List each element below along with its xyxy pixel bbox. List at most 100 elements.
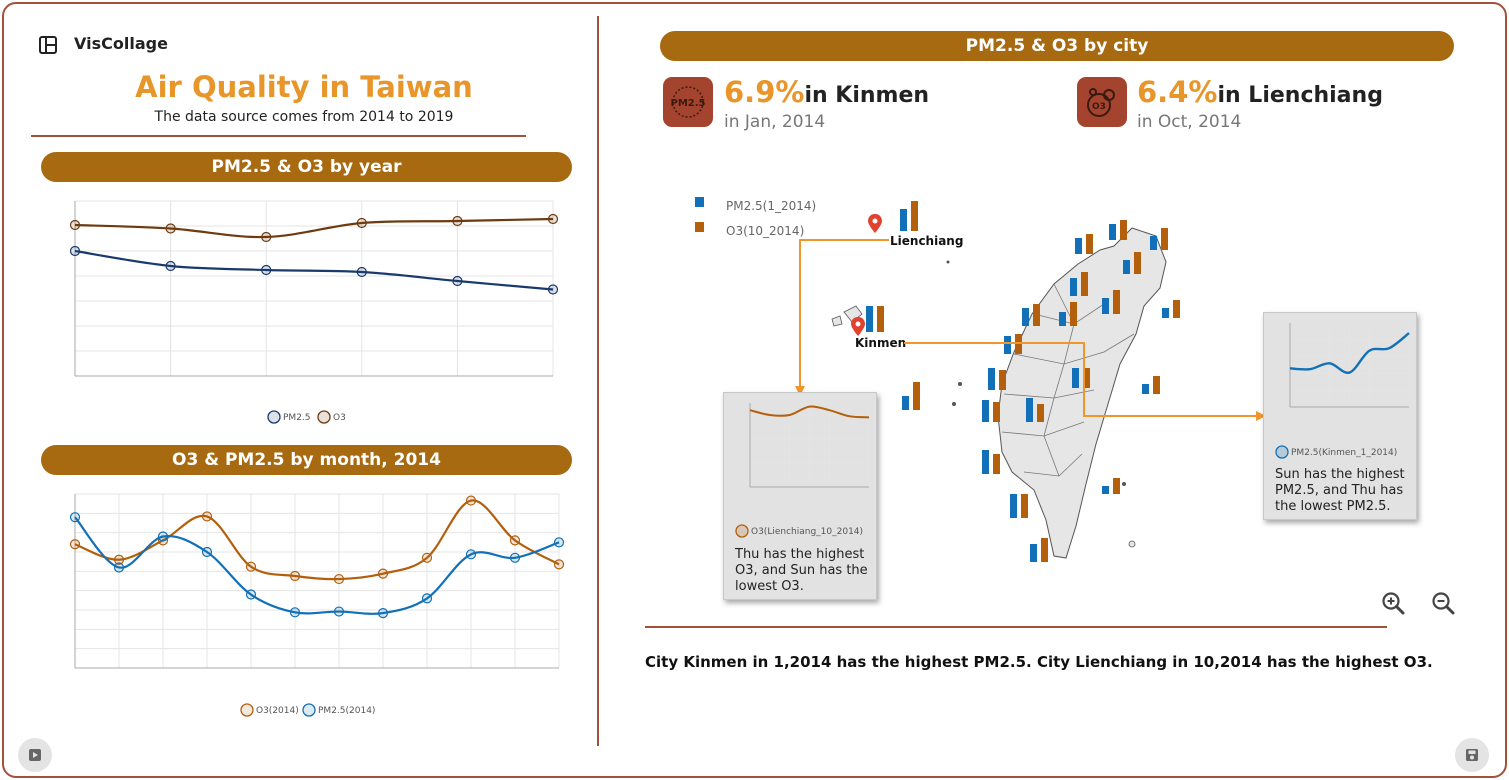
kinmen-island <box>843 305 863 323</box>
data-point <box>245 589 257 600</box>
legend-marker <box>1275 445 1289 459</box>
zoom-out-icon <box>1432 592 1455 615</box>
bar-pm25 <box>900 209 907 231</box>
data-point <box>547 284 559 295</box>
bar-o3 <box>1153 376 1160 394</box>
summary-divider <box>645 626 1387 628</box>
kpi-pm25: 6.9%in Kinmen <box>724 75 929 109</box>
bar-pm25 <box>1004 336 1011 354</box>
app-name: VisCollage <box>74 34 168 53</box>
connector-arrowhead <box>1256 411 1266 421</box>
data-point <box>421 552 433 563</box>
pm25-icon-text: PM2.5 <box>671 98 706 109</box>
bar-o3 <box>993 402 1000 422</box>
data-point <box>113 562 125 573</box>
kpi-pm25-period: in Jan, 2014 <box>724 112 826 132</box>
bar-o3 <box>1086 234 1093 254</box>
penghu-island <box>952 402 956 406</box>
data-point <box>356 266 367 278</box>
data-point <box>465 549 477 560</box>
data-point <box>69 219 81 231</box>
bar-pm25 <box>1030 544 1037 562</box>
kpi-o3: 6.4%in Lienchiang <box>1137 75 1383 109</box>
data-point <box>201 511 213 522</box>
bar-o3 <box>1041 538 1048 562</box>
bar-o3 <box>877 306 884 332</box>
data-point <box>421 593 433 604</box>
series-line <box>74 516 560 615</box>
data-point <box>465 495 477 506</box>
data-point <box>69 512 81 523</box>
kpi-pm25-city: in Kinmen <box>804 83 930 108</box>
bar-pm25 <box>1026 398 1033 422</box>
play-button[interactable] <box>18 738 52 772</box>
bar-o3 <box>1173 300 1180 318</box>
zoom-out-button[interactable] <box>1431 591 1457 617</box>
bar-pm25 <box>1022 308 1029 326</box>
legend-marker <box>302 703 316 717</box>
green-island <box>1122 482 1126 486</box>
data-point <box>452 275 463 287</box>
legend-pm25-swatch <box>695 197 704 207</box>
connector-lienchiang <box>799 239 889 390</box>
connector-arrowhead <box>795 386 805 396</box>
kpi-o3-city: in Lienchiang <box>1217 83 1383 108</box>
legend-label: PM2.5(2014) <box>318 706 375 716</box>
data-point <box>377 568 389 579</box>
kpi-pm25-value: 6.9% <box>724 75 805 109</box>
legend-o3-swatch <box>695 222 704 232</box>
data-point <box>553 559 565 570</box>
bar-pm25 <box>1075 238 1082 254</box>
data-point <box>547 213 559 225</box>
page-subtitle: The data source comes from 2014 to 2019 <box>154 109 454 125</box>
bar-pm25 <box>1142 384 1149 394</box>
data-point <box>356 217 367 229</box>
connector-kinmen <box>904 342 1256 417</box>
data-point <box>69 539 81 550</box>
orchid-island <box>1128 540 1136 548</box>
bar-pm25 <box>982 400 989 422</box>
bar-pm25 <box>1059 312 1066 326</box>
city-label-lienchiang: Lienchiang <box>890 234 963 248</box>
data-point <box>553 537 565 548</box>
layout-panels-icon <box>38 35 60 57</box>
bar-o3 <box>999 370 1006 390</box>
year-line-chart: PM2.5 O3 <box>69 200 559 424</box>
tooltip-kinmen-text: Sun has the highest PM2.5, and Thu has t… <box>1275 467 1405 514</box>
data-point <box>333 573 345 585</box>
bar-pm25 <box>866 306 873 332</box>
bar-o3 <box>913 382 920 410</box>
tooltip-line-chart: O3(Lienchiang_10_2014) <box>735 402 870 538</box>
page-title: Air Quality in Taiwan <box>135 70 473 104</box>
taiwan-map[interactable]: PM2.5(1_2014) O3(10_2014) <box>604 154 1504 624</box>
bar-o3 <box>1037 404 1044 422</box>
lesser-kinmen-island <box>831 315 843 327</box>
bar-pm25 <box>1072 368 1079 388</box>
data-point <box>245 561 257 572</box>
legend-o3-label: O3(10_2014) <box>726 224 804 238</box>
legend-label: PM2.5 <box>283 413 311 423</box>
bar-o3 <box>1081 272 1088 296</box>
penghu-island <box>958 382 962 386</box>
year-chart-banner: PM2.5 & O3 by year <box>41 152 572 182</box>
lienchiang-marker[interactable] <box>868 214 882 233</box>
legend-marker <box>240 703 254 717</box>
save-button[interactable] <box>1455 738 1489 772</box>
bar-pm25 <box>1102 486 1109 494</box>
bar-o3 <box>1033 304 1040 326</box>
bar-o3 <box>1083 368 1090 388</box>
bar-o3 <box>1113 478 1120 494</box>
title-divider <box>31 135 526 137</box>
data-point <box>289 607 301 618</box>
series-line <box>1289 332 1410 374</box>
month-line-chart: O3(2014) PM2.5(2014) <box>69 493 565 717</box>
kinmen-marker[interactable] <box>851 317 865 336</box>
data-point <box>509 552 521 563</box>
zoom-in-button[interactable] <box>1381 591 1407 617</box>
legend-marker <box>735 524 749 538</box>
pm25-icon: PM2.5 <box>663 77 713 127</box>
play-icon <box>29 749 41 761</box>
bar-pm25 <box>982 450 989 474</box>
data-point <box>333 606 345 617</box>
tooltip-lienchiang: O3(Lienchiang_10_2014) Thu has the highe… <box>723 392 877 600</box>
